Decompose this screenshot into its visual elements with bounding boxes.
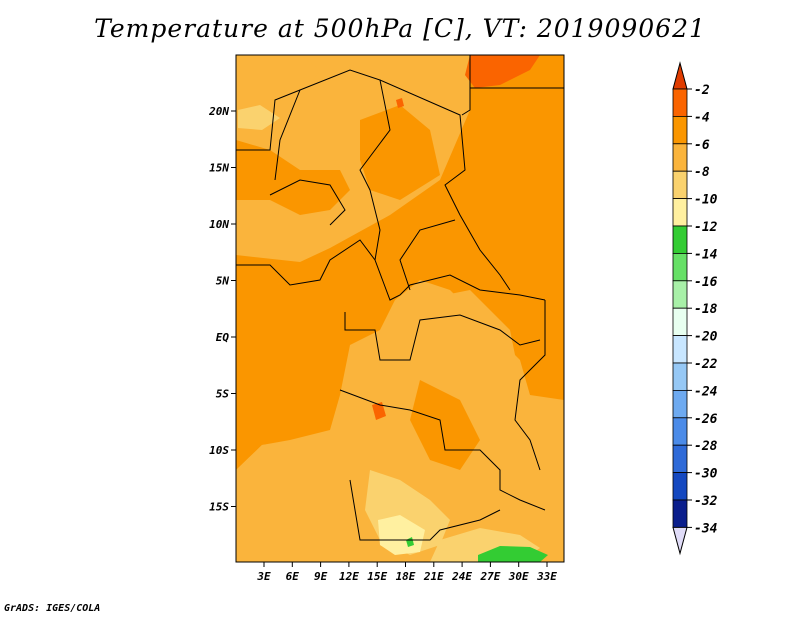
colorbar-label: -6 (694, 138, 710, 153)
lat-tick-label: 15N (209, 162, 229, 175)
colorbar-label: -10 (694, 193, 718, 208)
colorbar-bin (672, 116, 688, 145)
colorbar-bin (672, 362, 688, 391)
colorbar-bin (672, 170, 688, 199)
colorbar-label: -4 (694, 110, 710, 125)
colorbar-bottom-arrow (672, 526, 688, 556)
colorbar-label: -20 (694, 330, 718, 345)
colorbar-label: -28 (694, 439, 718, 454)
colorbar-label: -32 (694, 494, 718, 509)
lon-tick-label: 30E (508, 570, 529, 583)
colorbar-label: -2 (694, 83, 710, 98)
lat-tick-label: 15S (209, 501, 229, 514)
colorbar-bin (672, 280, 688, 309)
colorbar-label: -16 (694, 275, 718, 290)
colorbar-bin (672, 499, 688, 528)
boundaries (236, 55, 564, 541)
lon-tick-label: 9E (314, 570, 328, 583)
latitude-axis: 20N 15N 10N 5N EQ 5S 10S 15S (208, 105, 236, 514)
colorbar-bin (672, 198, 688, 227)
colorbar-bin (672, 143, 688, 172)
colorbar-label: -30 (694, 467, 718, 482)
colorbar-bin (672, 335, 688, 364)
lat-tick-label: EQ (216, 331, 230, 344)
colorbar-bin (672, 225, 688, 254)
lat-tick-label: 10N (209, 218, 229, 231)
map-title: Temperature at 500hPa [C], VT: 201909062… (94, 14, 706, 43)
colorbar-label: -14 (694, 247, 718, 262)
lat-tick-label: 20N (208, 105, 229, 118)
lon-tick-label: 21E (423, 570, 444, 583)
colorbar-top-arrow (672, 61, 688, 90)
colorbar-bin (672, 307, 688, 337)
lat-tick-label: 10S (209, 444, 229, 457)
lon-tick-label: 27E (479, 570, 500, 583)
colorbar: -2 -4 -6 -8 -10 -12 -14 -16 -18 -20 -22 -24 -26 -28 -3… (672, 61, 718, 556)
lat-tick-label: 5N (216, 275, 230, 288)
colorbar-bin (672, 417, 688, 446)
colorbar-label: -26 (694, 412, 718, 427)
colorbar-label: -22 (694, 357, 718, 372)
longitude-axis: 3E 6E 9E 12E 15E 18E 21E 24E 27E 30E 33E (256, 562, 557, 583)
lon-tick-label: 33E (536, 570, 557, 583)
temperature-field (236, 55, 564, 562)
colorbar-label: -12 (694, 220, 718, 235)
lon-tick-label: 3E (256, 570, 271, 583)
colorbar-label: -8 (694, 165, 710, 180)
map-frame (235, 54, 565, 563)
lat-tick-label: 5S (216, 388, 230, 401)
colorbar-bin (672, 389, 688, 419)
grads-credit: GrADS: IGES/COLA (4, 603, 101, 614)
lon-tick-label: 15E (367, 570, 387, 583)
colorbar-bin (672, 88, 688, 117)
lon-tick-label: 18E (396, 570, 416, 583)
colorbar-label: -18 (694, 302, 718, 317)
colorbar-bin (672, 444, 688, 474)
lon-tick-label: 24E (451, 570, 472, 583)
colorbar-label: -34 (694, 521, 718, 536)
colorbar-bin (672, 472, 688, 501)
colorbar-label: -24 (694, 384, 718, 399)
colorbar-bin (672, 252, 688, 282)
lon-tick-label: 12E (339, 570, 359, 583)
lon-tick-label: 6E (286, 570, 300, 583)
